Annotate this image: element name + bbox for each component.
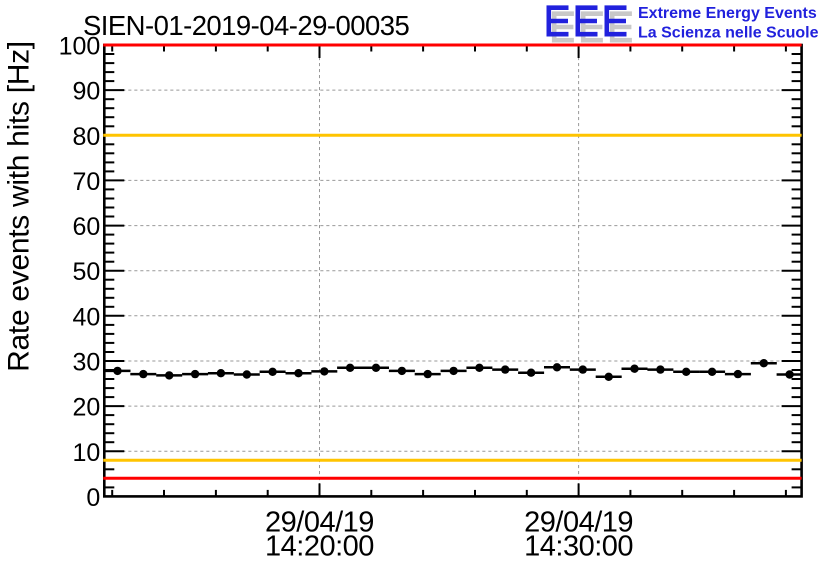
svg-text:14:30:00: 14:30:00: [524, 531, 633, 563]
svg-text:20: 20: [72, 394, 100, 422]
svg-text:90: 90: [72, 78, 100, 106]
svg-text:29/04/19: 29/04/19: [265, 507, 374, 539]
svg-text:10: 10: [72, 439, 100, 467]
svg-text:60: 60: [72, 213, 100, 241]
svg-text:50: 50: [72, 258, 100, 286]
svg-text:29/04/19: 29/04/19: [524, 507, 633, 539]
svg-text:30: 30: [72, 349, 100, 377]
svg-text:14:20:00: 14:20:00: [265, 531, 374, 563]
svg-text:100: 100: [59, 33, 101, 61]
svg-text:La Scienza nelle Scuole: La Scienza nelle Scuole: [638, 25, 819, 42]
svg-text:Extreme Energy Events: Extreme Energy Events: [638, 5, 817, 22]
svg-text:80: 80: [72, 123, 100, 151]
svg-text:40: 40: [72, 303, 100, 331]
svg-text:70: 70: [72, 168, 100, 196]
svg-text:Rate events with hits [Hz]: Rate events with hits [Hz]: [3, 41, 36, 372]
svg-text:0: 0: [86, 484, 100, 512]
svg-text:SIEN-01-2019-04-29-00035: SIEN-01-2019-04-29-00035: [83, 10, 409, 41]
